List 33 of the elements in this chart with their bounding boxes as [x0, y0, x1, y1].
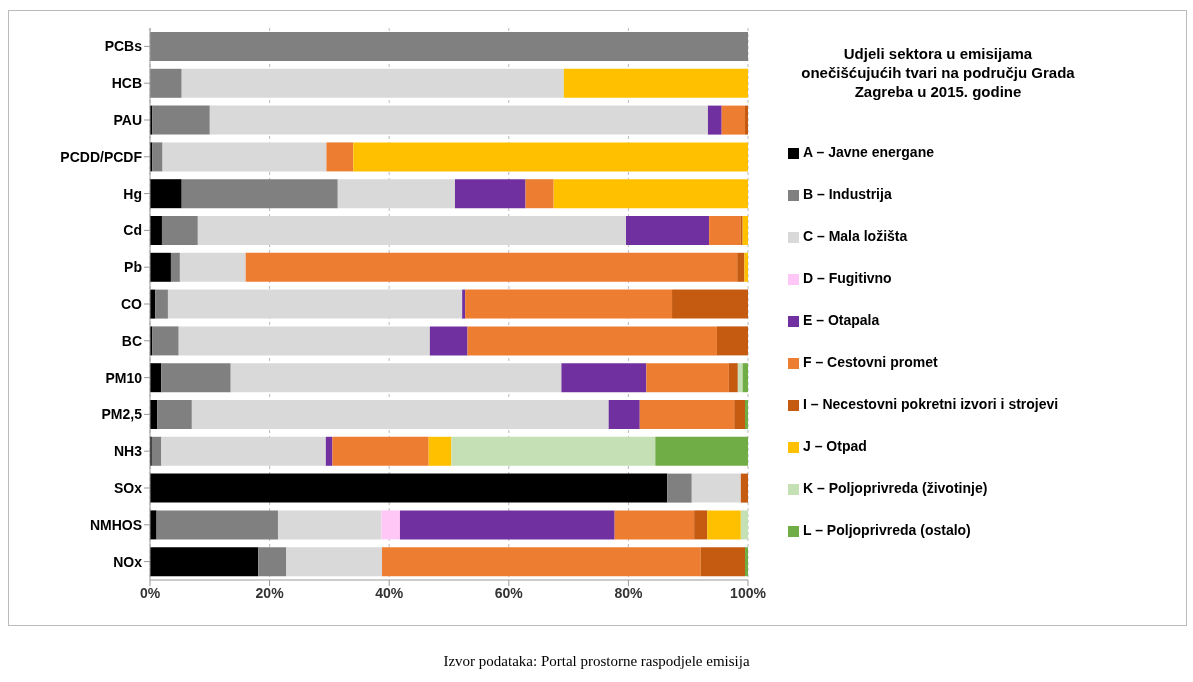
- x-tick-label: 20%: [255, 584, 285, 601]
- legend-label: C – Mala ložišta: [803, 228, 908, 244]
- y-tick-label: PM10: [105, 369, 143, 386]
- y-tick-label: Hg: [123, 185, 142, 202]
- legend-label: L – Poljoprivreda (ostalo): [803, 522, 971, 538]
- x-tick-label: 100%: [730, 584, 767, 601]
- y-tick-label: PCDD/PCDF: [60, 148, 143, 165]
- x-tick-label: 80%: [614, 584, 643, 601]
- legend-label: F – Cestovni promet: [803, 354, 938, 370]
- y-tick-label: PCBs: [104, 38, 143, 55]
- legend-label: D – Fugitivno: [803, 270, 892, 286]
- y-tick-label: CO: [121, 295, 143, 312]
- y-tick-label: NOx: [113, 553, 143, 570]
- x-tick-label: 40%: [375, 584, 404, 601]
- legend-label: B – Industrija: [803, 186, 892, 202]
- legend-label: J – Otpad: [803, 438, 867, 454]
- x-tick-label: 0%: [139, 584, 161, 601]
- x-tick-label: 60%: [494, 584, 524, 601]
- text: Udjeli sektora u emisijama onečišćujućih tvari na području Grada Zagreba u 2015. godine: [800, 44, 1076, 101]
- y-tick-label: SOx: [113, 479, 143, 496]
- y-tick-label: PM2,5: [101, 406, 143, 423]
- y-tick-label: PAU: [113, 111, 142, 128]
- legend-label: K – Poljoprivreda (životinje): [803, 480, 988, 496]
- y-tick-label: Pb: [124, 259, 142, 276]
- text: Izvor podataka: Portal prostorne raspodjele emisija: [442, 653, 751, 670]
- y-tick-label: NH3: [113, 443, 143, 460]
- y-tick-label: NMHOS: [89, 516, 142, 533]
- y-tick-label: Cd: [123, 222, 142, 239]
- legend-label: I – Necestovni pokretni izvori i strojevi: [803, 396, 1059, 412]
- legend-label: A – Javne energane: [803, 144, 934, 160]
- y-tick-label: BC: [121, 332, 142, 349]
- y-tick-label: HCB: [111, 75, 142, 92]
- legend-label: E – Otapala: [803, 312, 880, 328]
